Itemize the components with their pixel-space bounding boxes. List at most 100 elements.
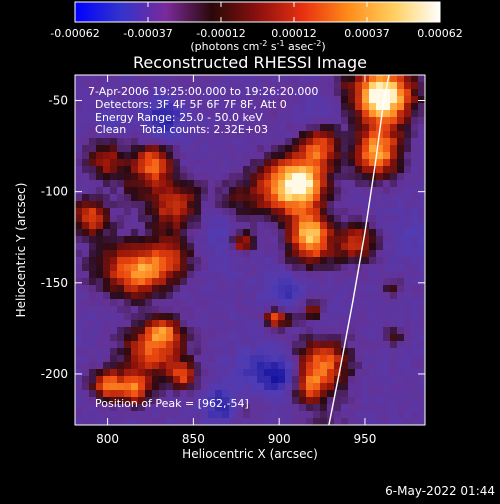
image-pixel [341,117,349,125]
image-pixel [250,166,258,174]
image-pixel [208,299,216,307]
image-pixel [278,152,286,160]
image-pixel [166,250,174,258]
image-pixel [187,194,195,202]
image-pixel [166,404,174,412]
image-pixel [348,320,356,328]
image-pixel [320,285,328,293]
image-pixel [285,390,293,398]
image-pixel [369,166,377,174]
image-pixel [208,313,216,321]
image-pixel [117,138,125,146]
image-pixel [194,362,202,370]
image-pixel [180,110,188,118]
image-pixel [124,82,132,90]
image-pixel [271,355,279,363]
image-pixel [418,152,425,160]
image-pixel [313,222,321,230]
image-pixel [117,271,125,279]
image-pixel [320,173,328,181]
image-pixel [215,313,223,321]
image-pixel [334,313,342,321]
image-pixel [418,131,425,139]
image-pixel [404,110,412,118]
image-pixel [110,201,118,209]
image-pixel [124,180,132,188]
image-pixel [145,355,153,363]
image-pixel [222,96,230,104]
image-pixel [271,411,279,419]
image-pixel [103,229,111,237]
image-pixel [313,229,321,237]
image-pixel [117,194,125,202]
image-pixel [131,117,139,125]
image-pixel [215,145,223,153]
image-pixel [131,110,139,118]
image-pixel [131,271,139,279]
image-pixel [362,390,370,398]
image-pixel [166,89,174,97]
image-pixel [180,250,188,258]
image-pixel [124,271,132,279]
image-pixel [159,110,167,118]
image-pixel [138,208,146,216]
image-pixel [75,404,83,412]
image-pixel [180,404,188,412]
image-pixel [292,376,300,384]
image-pixel [411,376,419,384]
image-pixel [271,306,279,314]
image-pixel [110,411,118,419]
image-pixel [250,418,258,425]
image-pixel [257,376,265,384]
image-pixel [404,89,412,97]
image-pixel [299,243,307,251]
image-pixel [292,82,300,90]
image-pixel [418,145,425,153]
image-pixel [390,117,398,125]
image-pixel [96,313,104,321]
image-pixel [236,292,244,300]
image-pixel [278,138,286,146]
image-pixel [82,222,90,230]
image-pixel [390,208,398,216]
image-pixel [362,243,370,251]
image-pixel [103,96,111,104]
image-pixel [243,369,251,377]
image-pixel [250,103,258,111]
image-pixel [250,152,258,160]
image-pixel [341,138,349,146]
image-pixel [257,292,265,300]
image-pixel [159,236,167,244]
image-pixel [215,243,223,251]
image-pixel [362,124,370,132]
image-pixel [306,222,314,230]
image-pixel [397,131,405,139]
image-pixel [341,110,349,118]
image-pixel [138,173,146,181]
image-pixel [369,292,377,300]
image-pixel [145,166,153,174]
image-pixel [299,390,307,398]
image-pixel [138,362,146,370]
image-pixel [411,313,419,321]
image-pixel [138,138,146,146]
image-pixel [397,376,405,384]
image-pixel [271,173,279,181]
image-pixel [285,229,293,237]
image-pixel [355,355,363,363]
image-pixel [145,299,153,307]
image-pixel [271,152,279,160]
image-pixel [285,341,293,349]
image-pixel [215,173,223,181]
image-pixel [152,348,160,356]
image-pixel [313,264,321,272]
image-pixel [138,243,146,251]
image-pixel [404,271,412,279]
image-pixel [201,411,209,419]
image-pixel [145,243,153,251]
image-pixel [334,180,342,188]
image-pixel [369,138,377,146]
image-pixel [110,229,118,237]
image-pixel [96,138,104,146]
image-pixel [103,271,111,279]
